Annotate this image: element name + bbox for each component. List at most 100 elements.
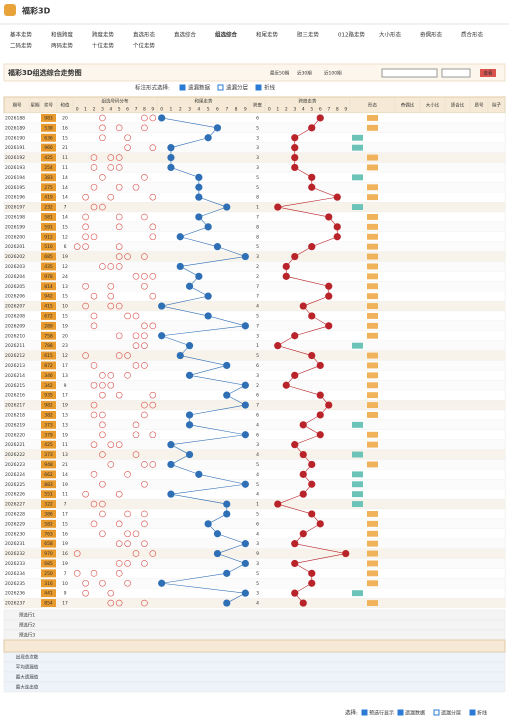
sum-tail-ball bbox=[167, 144, 175, 152]
draw-number: 379 bbox=[44, 432, 53, 438]
nav-link[interactable]: 二码走势 bbox=[10, 42, 33, 50]
span-ball bbox=[291, 589, 299, 597]
checkbox[interactable] bbox=[255, 84, 262, 91]
distribution-mark bbox=[141, 461, 148, 468]
sum-tail-ball bbox=[195, 272, 203, 280]
span-ball bbox=[308, 124, 316, 132]
distribution-mark bbox=[90, 362, 98, 369]
distribution-mark bbox=[124, 134, 131, 142]
draw-number: 373 bbox=[44, 452, 53, 458]
form-mark bbox=[367, 352, 378, 359]
distribution-mark bbox=[99, 114, 106, 122]
draw-number: 912 bbox=[44, 234, 53, 240]
nav-link[interactable]: 大小形态 bbox=[379, 31, 402, 39]
checkbox[interactable] bbox=[433, 709, 440, 716]
nav-link[interactable]: 十位走势 bbox=[92, 42, 115, 50]
distribution-mark bbox=[115, 540, 123, 547]
draw-number: 538 bbox=[44, 125, 53, 131]
span-ball bbox=[325, 282, 333, 290]
draw-number: 232 bbox=[44, 205, 53, 211]
draw-number: 322 bbox=[44, 502, 53, 508]
sum: 20 bbox=[62, 333, 68, 339]
nav-link[interactable]: 胆三走势 bbox=[297, 31, 320, 39]
number-cell bbox=[41, 500, 56, 508]
nav-link[interactable]: 质合形态 bbox=[461, 31, 484, 39]
span: 6 bbox=[256, 393, 259, 399]
checkbox[interactable] bbox=[361, 709, 368, 716]
footer-header bbox=[3, 639, 506, 653]
option-label[interactable]: 遗漏分层 bbox=[226, 84, 249, 92]
form-mark bbox=[367, 392, 378, 399]
sum-tail-ball bbox=[167, 460, 175, 469]
option-label[interactable]: 遗漏数据 bbox=[405, 710, 425, 717]
distribution-mark bbox=[132, 431, 140, 439]
span-ball bbox=[308, 312, 316, 320]
sum-tail-ball bbox=[204, 312, 212, 320]
span-ball bbox=[274, 342, 282, 350]
option-label[interactable]: 预选行显示 bbox=[369, 710, 394, 717]
nav-link[interactable]: 和值跨度 bbox=[51, 31, 74, 39]
sum-tail-ball bbox=[167, 163, 175, 172]
span: 5 bbox=[256, 511, 259, 517]
nav-link[interactable]: 跨度走势 bbox=[92, 31, 115, 39]
period-link[interactable]: 最近50期 bbox=[270, 70, 290, 77]
sum-tail-ball bbox=[241, 540, 249, 548]
row-bg bbox=[3, 350, 506, 361]
sum-tail-ball bbox=[241, 480, 249, 488]
span: 3 bbox=[256, 373, 259, 379]
span-ball bbox=[291, 163, 299, 172]
form-mark bbox=[367, 154, 378, 161]
option-label[interactable]: 折线 bbox=[477, 710, 487, 717]
nav-link[interactable]: 基本走势 bbox=[10, 31, 33, 39]
span-ball bbox=[325, 213, 333, 221]
view-button-label[interactable]: 查看 bbox=[484, 70, 493, 77]
period: 2026229 bbox=[5, 521, 25, 527]
option-label[interactable]: 折线 bbox=[264, 84, 276, 92]
view-button[interactable] bbox=[480, 69, 496, 77]
span: 5 bbox=[256, 581, 259, 587]
distribution-mark bbox=[90, 441, 98, 448]
form-mark bbox=[367, 550, 378, 557]
controls-label: 标注形式选择: bbox=[135, 84, 170, 92]
checkbox[interactable] bbox=[179, 84, 186, 91]
distribution-mark bbox=[90, 570, 98, 577]
option-label[interactable]: 遗漏分层 bbox=[441, 710, 461, 717]
number-cell bbox=[41, 440, 56, 449]
nav-link[interactable]: 组选综合 bbox=[215, 31, 238, 39]
checkbox[interactable] bbox=[469, 709, 476, 716]
sum: 11 bbox=[62, 155, 68, 161]
footer-row bbox=[3, 671, 506, 683]
draw-number: 935 bbox=[44, 393, 53, 399]
checkbox[interactable] bbox=[217, 84, 224, 91]
nav-link[interactable]: 012路走势 bbox=[338, 31, 365, 39]
number-cell bbox=[41, 282, 56, 291]
number-cell bbox=[41, 123, 56, 132]
sum-tail-ball bbox=[223, 203, 231, 211]
footer-row bbox=[3, 681, 506, 693]
row-bg bbox=[3, 330, 506, 341]
digit-header: 2 bbox=[93, 107, 96, 113]
period-link[interactable]: 近100期 bbox=[324, 70, 342, 77]
option-label[interactable]: 遗漏数据 bbox=[188, 84, 211, 92]
number-cell bbox=[41, 272, 56, 281]
checkbox[interactable] bbox=[397, 709, 404, 716]
nav-link[interactable]: 直选形态 bbox=[133, 31, 156, 39]
number-cell bbox=[41, 529, 56, 538]
column-header: 奇偶比 bbox=[401, 102, 415, 109]
span: 3 bbox=[256, 254, 259, 260]
nav-link[interactable]: 个位走势 bbox=[133, 42, 156, 50]
draw-number: 658 bbox=[44, 541, 53, 547]
distribution-mark bbox=[149, 292, 157, 300]
digit-header: 8 bbox=[336, 107, 339, 113]
distribution-mark bbox=[82, 302, 89, 310]
nav-link[interactable]: 两码走势 bbox=[51, 42, 74, 50]
nav-link[interactable]: 奇偶形态 bbox=[420, 31, 443, 39]
period-link[interactable]: 近30期 bbox=[297, 70, 312, 77]
nav-link[interactable]: 直选综合 bbox=[174, 31, 197, 39]
nav-link[interactable]: 和尾走势 bbox=[256, 31, 279, 39]
distribution-mark bbox=[132, 530, 140, 538]
sum-tail-ball bbox=[213, 530, 222, 538]
number-cell bbox=[41, 470, 56, 479]
period: 2026221 bbox=[5, 442, 25, 448]
row-bg bbox=[3, 498, 506, 510]
